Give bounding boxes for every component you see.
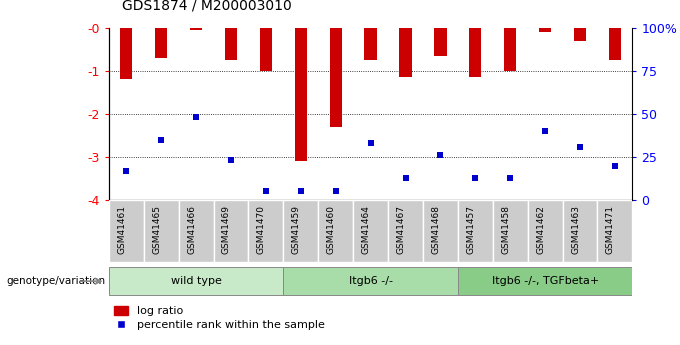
Bar (435, 28, 447, 56)
FancyBboxPatch shape (528, 200, 562, 262)
FancyBboxPatch shape (109, 200, 143, 262)
FancyBboxPatch shape (179, 200, 214, 262)
Bar (294, 28, 307, 161)
FancyBboxPatch shape (353, 200, 388, 262)
Text: wild type: wild type (171, 276, 222, 286)
FancyBboxPatch shape (562, 200, 598, 262)
Text: GSM41458: GSM41458 (501, 205, 510, 254)
FancyBboxPatch shape (423, 200, 458, 262)
FancyBboxPatch shape (458, 200, 493, 262)
FancyBboxPatch shape (248, 200, 284, 262)
FancyBboxPatch shape (598, 200, 632, 262)
Bar (155, 28, 167, 58)
Text: GSM41459: GSM41459 (292, 205, 301, 254)
Legend: log ratio, percentile rank within the sample: log ratio, percentile rank within the sa… (114, 306, 324, 330)
Bar (120, 28, 133, 79)
Text: GSM41469: GSM41469 (222, 205, 231, 254)
Bar (574, 28, 586, 41)
Text: genotype/variation: genotype/variation (7, 276, 106, 286)
Text: GSM41465: GSM41465 (152, 205, 161, 254)
FancyBboxPatch shape (214, 200, 248, 262)
Text: GSM41462: GSM41462 (536, 205, 545, 254)
Bar (399, 28, 411, 77)
Text: GSM41464: GSM41464 (362, 205, 371, 254)
Text: GSM41471: GSM41471 (606, 205, 615, 254)
Bar (504, 28, 516, 71)
Text: Itgb6 -/-, TGFbeta+: Itgb6 -/-, TGFbeta+ (492, 276, 599, 286)
Bar (260, 28, 272, 71)
Bar (330, 28, 342, 127)
Bar (225, 28, 237, 60)
Bar (364, 28, 377, 60)
Text: GSM41467: GSM41467 (396, 205, 405, 254)
Text: GDS1874 / M200003010: GDS1874 / M200003010 (122, 0, 292, 12)
Text: GSM41470: GSM41470 (257, 205, 266, 254)
Text: GSM41466: GSM41466 (187, 205, 196, 254)
Bar (609, 28, 621, 60)
FancyBboxPatch shape (143, 200, 179, 262)
Text: GSM41463: GSM41463 (571, 205, 580, 254)
FancyBboxPatch shape (388, 200, 423, 262)
Text: GSM41468: GSM41468 (431, 205, 441, 254)
FancyBboxPatch shape (493, 200, 528, 262)
FancyBboxPatch shape (284, 267, 458, 295)
FancyBboxPatch shape (109, 267, 284, 295)
FancyBboxPatch shape (318, 200, 353, 262)
FancyBboxPatch shape (458, 267, 632, 295)
Text: GSM41461: GSM41461 (117, 205, 126, 254)
Text: GSM41460: GSM41460 (326, 205, 336, 254)
Bar (539, 28, 551, 32)
Bar (469, 28, 481, 77)
Bar (190, 28, 202, 30)
Text: Itgb6 -/-: Itgb6 -/- (349, 276, 392, 286)
FancyBboxPatch shape (284, 200, 318, 262)
Text: GSM41457: GSM41457 (466, 205, 475, 254)
